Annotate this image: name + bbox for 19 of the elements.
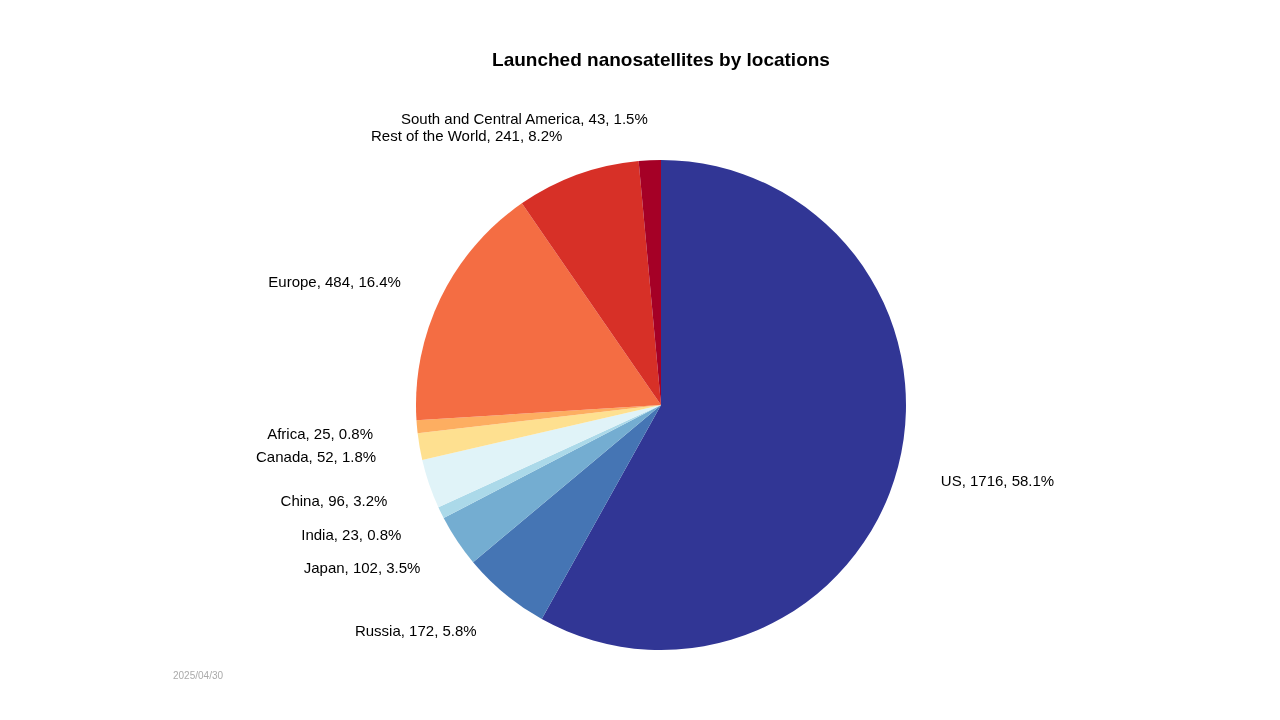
slice-label: Japan, 102, 3.5% <box>303 559 421 577</box>
pie-slice <box>422 405 661 508</box>
slice-label: Russia, 172, 5.8% <box>354 621 477 639</box>
pie-slice <box>416 203 661 421</box>
slice-label: South and Central America, 43, 1.5% <box>400 110 648 128</box>
pie-slice <box>473 405 661 620</box>
slice-label: Africa, 25, 0.8% <box>267 424 374 442</box>
slice-label: Rest of the World, 241, 8.2% <box>370 127 563 145</box>
pie-slice <box>443 405 661 563</box>
slice-label: Europe, 484, 16.4% <box>268 272 401 290</box>
slice-label: US, 1716, 58.1% <box>940 471 1055 489</box>
pie-slice <box>521 161 661 405</box>
chart-title: Launched nanosatellites by locations <box>492 49 830 70</box>
text: 2025/04/30 <box>173 670 224 681</box>
pie-slice <box>417 405 661 461</box>
pie-slice <box>541 160 906 650</box>
slice-label: Canada, 52, 1.8% <box>256 448 377 466</box>
slice-label: China, 96, 3.2% <box>280 492 388 510</box>
slice-label: India, 23, 0.8% <box>301 526 402 544</box>
